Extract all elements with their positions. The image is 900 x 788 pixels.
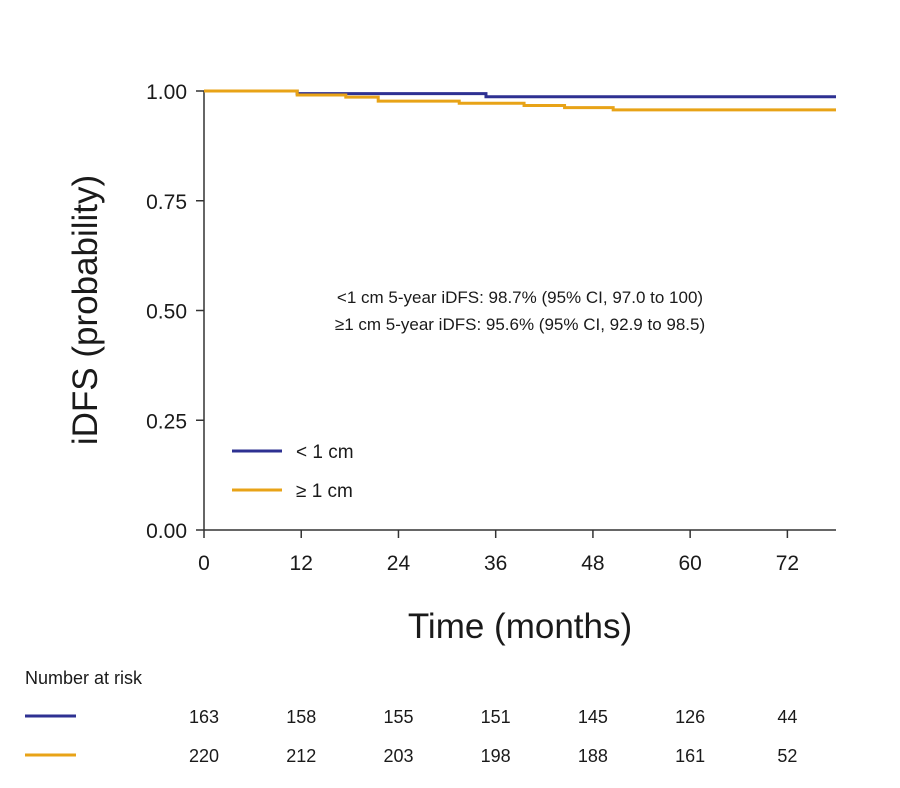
risk-value: 163 [189, 707, 219, 727]
x-tick-label: 12 [290, 552, 313, 575]
risk-value: 212 [286, 746, 316, 766]
y-axis-title: iDFS (probability) [66, 175, 105, 445]
y-ticks: 0.00 0.25 0.50 0.75 1.00 [146, 81, 204, 543]
risk-value: 161 [675, 746, 705, 766]
x-ticks: 0 12 24 36 48 60 72 [198, 530, 799, 575]
x-tick-label: 36 [484, 552, 507, 575]
y-tick-label: 0.75 [146, 191, 187, 214]
x-tick-label: 24 [387, 552, 411, 575]
legend: < 1 cm ≥ 1 cm [232, 442, 354, 502]
x-axis-title: Time (months) [408, 607, 632, 646]
risk-values: 163 158 155 151 145 126 44 220 212 203 198 188 161 52 [189, 707, 797, 766]
risk-value: 188 [578, 746, 608, 766]
y-tick-label: 0.00 [146, 520, 187, 543]
y-tick-label: 0.25 [146, 410, 187, 433]
risk-value: 145 [578, 707, 608, 727]
y-tick-label: 0.50 [146, 301, 187, 324]
risk-table: Number at risk 163 158 155 151 145 126 44 220 21… [25, 668, 797, 766]
x-tick-label: 0 [198, 552, 210, 575]
survival-curves [204, 89, 836, 112]
risk-value: 126 [675, 707, 705, 727]
risk-value: 52 [777, 746, 797, 766]
annotation-small-tumor: <1 cm 5-year iDFS: 98.7% (95% CI, 97.0 t… [337, 288, 703, 307]
annotation-large-tumor: ≥1 cm 5-year iDFS: 95.6% (95% CI, 92.9 t… [335, 315, 705, 334]
x-tick-label: 48 [581, 552, 604, 575]
x-tick-label: 72 [776, 552, 799, 575]
risk-value: 155 [383, 707, 413, 727]
risk-value: 220 [189, 746, 219, 766]
y-tick-label: 1.00 [146, 81, 187, 104]
risk-table-title: Number at risk [25, 668, 143, 688]
risk-value: 158 [286, 707, 316, 727]
legend-label-small: < 1 cm [296, 442, 354, 463]
x-tick-label: 60 [678, 552, 701, 575]
risk-value: 198 [481, 746, 511, 766]
risk-value: 203 [383, 746, 413, 766]
legend-label-large: ≥ 1 cm [296, 481, 353, 502]
risk-value: 44 [777, 707, 797, 727]
survival-curve-large-tumor [204, 89, 836, 112]
risk-value: 151 [481, 707, 511, 727]
